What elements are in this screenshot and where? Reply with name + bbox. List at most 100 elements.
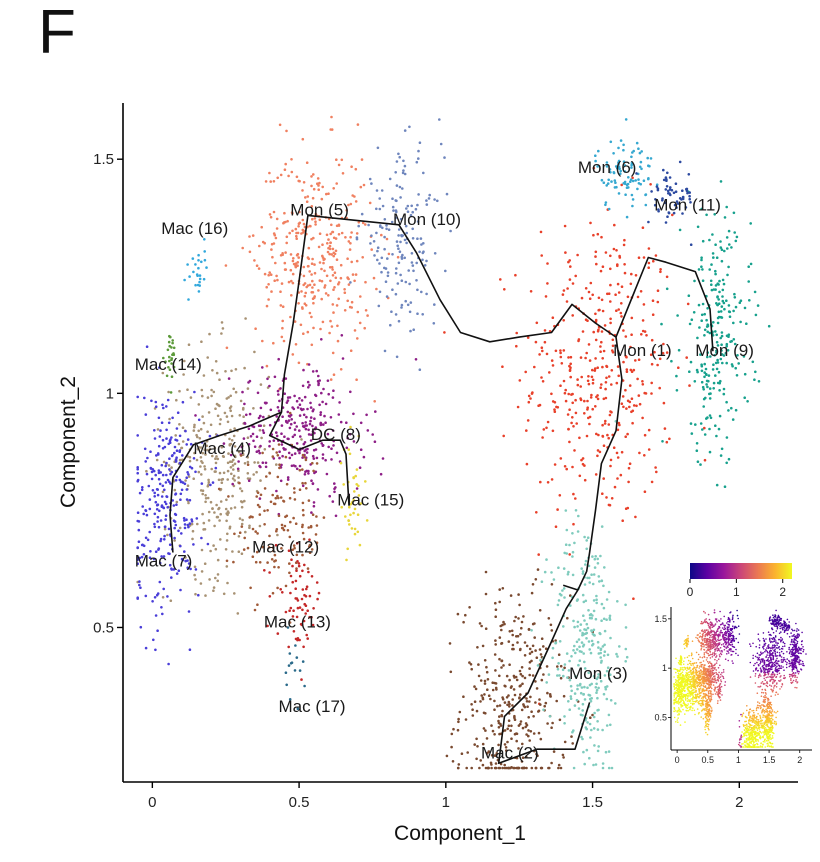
cell-point <box>244 317 247 320</box>
cell-point <box>615 451 619 455</box>
cell-point <box>719 357 723 361</box>
cell-point <box>294 579 298 583</box>
cell-point <box>708 238 711 242</box>
cell-point <box>186 438 190 441</box>
cell-point <box>167 340 171 344</box>
cell-point <box>278 466 281 470</box>
cell-point <box>478 622 482 625</box>
cell-point <box>243 536 246 540</box>
inset-point <box>773 722 776 725</box>
cell-point <box>261 366 264 369</box>
cell-point <box>301 189 304 192</box>
inset-point <box>689 708 691 710</box>
cell-point <box>136 556 139 560</box>
cell-point <box>311 291 315 294</box>
cell-point <box>284 671 288 674</box>
cluster-label-9: Mon (9) <box>695 341 754 360</box>
cell-point <box>285 241 289 245</box>
cell-point <box>616 456 620 459</box>
cell-point <box>258 524 262 528</box>
cell-point <box>565 552 568 555</box>
cell-point <box>277 566 280 569</box>
cell-point <box>615 309 618 313</box>
cell-point <box>677 348 681 352</box>
cell-point <box>298 403 302 407</box>
cell-point <box>530 650 534 654</box>
inset-point <box>747 737 749 739</box>
cell-point <box>356 123 360 126</box>
cell-point <box>400 306 403 309</box>
cell-point <box>546 282 549 285</box>
cell-point <box>289 422 293 426</box>
cell-point <box>160 421 164 425</box>
cell-point <box>596 449 600 452</box>
cell-point <box>189 442 193 446</box>
cell-point <box>596 232 600 236</box>
cell-point <box>443 156 446 159</box>
cell-point <box>174 459 178 462</box>
cell-point <box>168 552 171 556</box>
cluster-label-15: Mac (15) <box>337 491 404 510</box>
cell-point <box>301 453 305 457</box>
inset-point <box>767 719 770 722</box>
cell-point <box>283 524 287 528</box>
cell-point <box>278 450 281 454</box>
cell-point <box>725 344 728 348</box>
cell-point <box>292 257 295 260</box>
cell-point <box>565 467 568 471</box>
trajectory-segment <box>497 336 623 765</box>
cell-point <box>719 310 723 313</box>
cell-point <box>286 399 290 402</box>
cell-point <box>630 155 633 159</box>
cell-point <box>618 423 621 427</box>
inset-point <box>760 682 763 684</box>
cell-point <box>272 210 276 214</box>
cell-point <box>502 434 506 438</box>
cell-point <box>634 179 637 182</box>
cell-point <box>714 361 718 365</box>
cell-point <box>314 533 318 536</box>
cell-point <box>556 674 559 677</box>
cell-point <box>259 424 263 428</box>
cell-point <box>513 714 516 718</box>
cell-point <box>405 207 408 210</box>
cell-point <box>311 454 315 458</box>
inset-point <box>767 673 770 676</box>
cell-point <box>733 342 737 346</box>
cell-point <box>215 515 219 519</box>
cell-point <box>158 366 161 369</box>
cell-point <box>540 254 543 257</box>
cell-point <box>535 687 539 690</box>
inset-point <box>780 667 783 669</box>
cell-point <box>276 632 280 635</box>
cell-point <box>192 270 195 274</box>
cell-point <box>678 228 682 232</box>
cell-point <box>243 402 246 406</box>
cell-point <box>509 594 513 597</box>
inset-point <box>693 681 695 684</box>
cell-point <box>720 305 724 308</box>
cell-point <box>214 360 218 363</box>
cell-point <box>416 312 419 316</box>
cell-point <box>352 476 355 479</box>
cell-point <box>396 255 400 259</box>
cell-point <box>325 472 329 476</box>
cell-point <box>498 600 502 604</box>
cell-point <box>231 482 234 486</box>
cell-point <box>332 373 336 377</box>
cell-point <box>637 147 640 150</box>
cell-point <box>700 258 703 262</box>
cell-point <box>474 687 478 691</box>
cell-point <box>301 660 305 663</box>
inset-point <box>769 640 771 642</box>
cell-point <box>249 586 252 590</box>
cell-point <box>214 461 218 465</box>
cell-point <box>503 288 506 291</box>
cell-point <box>171 499 174 502</box>
cell-point <box>675 206 678 209</box>
inset-point <box>770 745 773 747</box>
cell-point <box>346 299 350 303</box>
cell-point <box>173 445 177 449</box>
inset-point <box>695 651 698 654</box>
cell-point <box>143 447 147 451</box>
